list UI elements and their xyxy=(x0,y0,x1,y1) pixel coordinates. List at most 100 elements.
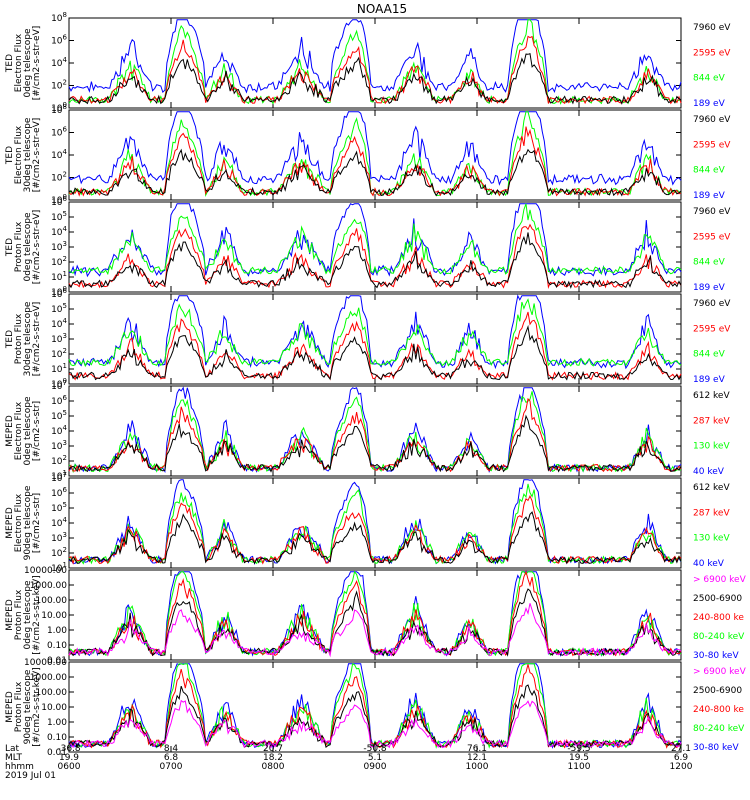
y-axis-label-line: Proton Flux xyxy=(14,589,24,640)
series-trace xyxy=(68,663,682,749)
series-trace xyxy=(68,203,682,278)
legend-entry: 844 eV xyxy=(693,74,726,84)
y-axis-label-line: 90deg telescope xyxy=(23,669,33,744)
y-axis-label-line: 30deg telescope xyxy=(23,301,33,376)
y-axis-label-line: Proton Flux xyxy=(14,313,24,364)
series-trace xyxy=(68,111,682,197)
footer-hhmm-value: 1200 xyxy=(670,762,693,772)
y-axis-label-line: 30deg telescope xyxy=(23,117,33,192)
y-tick-label: 105 xyxy=(51,302,67,315)
y-tick-label: 1000.00 xyxy=(30,581,67,591)
legend-entry: 240-800 ke xyxy=(693,705,744,715)
footer-lat-value: -36.8 xyxy=(57,744,81,754)
y-tick-label: 103 xyxy=(51,439,67,452)
y-tick-label: 0.01 xyxy=(47,656,67,666)
footer-mlt-value: 19.5 xyxy=(569,753,589,763)
legend-entry: 30-80 keV xyxy=(693,743,739,753)
panel-frame xyxy=(68,17,682,109)
y-axis-label-line: 0deg telescope xyxy=(23,28,33,98)
y-tick-label: 102 xyxy=(51,347,67,360)
y-axis-label-line: [#/cm2-s-str] xyxy=(32,493,42,553)
footer-mlt-value: 12.1 xyxy=(467,753,487,763)
legend-entry: 2595 eV xyxy=(693,324,731,334)
y-tick-label: 1.00 xyxy=(47,718,67,728)
y-tick-label: 103 xyxy=(51,531,67,544)
legend-entry: 2500-6900 xyxy=(693,686,742,696)
series-trace xyxy=(68,664,682,749)
series-trace xyxy=(68,414,682,473)
y-tick-label: 106 xyxy=(51,34,67,47)
y-axis-label-line: 0deg telescope xyxy=(23,212,33,282)
legend-entry: 2595 eV xyxy=(693,140,731,150)
legend-entry: 612 keV xyxy=(693,483,730,493)
legend-entry: 30-80 keV xyxy=(693,651,739,661)
panel-frame xyxy=(68,109,682,201)
y-tick-label: 103 xyxy=(51,240,67,253)
legend-entry: 7960 eV xyxy=(693,299,731,309)
legend-entry: > 6900 keV xyxy=(693,667,747,677)
footer-hhmm-value: 1100 xyxy=(568,762,591,772)
y-tick-label: 103 xyxy=(51,332,67,345)
series-trace xyxy=(68,126,682,197)
y-axis-label-line: [#/cm2-s-str-keV] xyxy=(32,575,42,654)
y-axis-label-line: MEPED xyxy=(5,599,15,631)
y-axis-label-line: [#/cm2-s-str-keV] xyxy=(32,667,42,746)
footer-row-label: 2019 Jul 01 xyxy=(5,771,56,781)
footer-hhmm-value: 0900 xyxy=(364,762,387,772)
series-trace xyxy=(68,19,681,105)
legend-entry: 80-240 keV xyxy=(693,724,745,734)
series-trace xyxy=(68,479,682,566)
y-tick-label: 105 xyxy=(51,501,67,514)
footer-lat-value: 8.4 xyxy=(164,744,179,754)
legend-entry: 130 keV xyxy=(693,442,730,452)
footer-mlt-value: 19.9 xyxy=(59,753,79,763)
y-axis-label-line: TED xyxy=(5,330,15,349)
y-tick-label: 104 xyxy=(51,317,67,330)
legend-entry: 240-800 ke xyxy=(693,613,744,623)
panel-frame xyxy=(68,661,682,753)
footer-hhmm-value: 1000 xyxy=(466,762,489,772)
figure-title: NOAA15 xyxy=(357,2,407,16)
legend-entry: 130 keV xyxy=(693,534,730,544)
y-axis-label-line: Proton Flux xyxy=(14,221,24,272)
y-tick-label: 106 xyxy=(51,486,67,499)
y-axis-label-line: [#/cm2-s-str-eV] xyxy=(32,26,42,101)
series-trace xyxy=(68,570,682,657)
y-tick-label: 102 xyxy=(51,546,67,559)
footer-mlt-value: 6.8 xyxy=(164,753,179,763)
panel-frame xyxy=(68,385,682,477)
legend-entry: 40 keV xyxy=(693,467,725,477)
footer-hhmm-value: 0800 xyxy=(262,762,285,772)
y-axis-label-line: TED xyxy=(5,238,15,257)
footer-mlt-value: 5.1 xyxy=(368,753,382,763)
legend-entry: 2595 eV xyxy=(693,48,731,58)
y-tick-label: 104 xyxy=(51,148,67,161)
legend-entry: 189 eV xyxy=(693,283,726,293)
series-trace xyxy=(68,699,682,749)
footer-lat-value: 76.1 xyxy=(467,744,487,754)
footer-lat-value: 20.7 xyxy=(263,744,283,754)
series-trace xyxy=(68,570,682,657)
y-tick-label: 0.01 xyxy=(47,748,67,758)
legend-entry: 189 eV xyxy=(693,99,726,109)
legend-entry: 7960 eV xyxy=(693,207,731,217)
y-axis-label-line: MEPED xyxy=(5,691,15,723)
panel-frame xyxy=(68,201,682,293)
panel-frame xyxy=(68,293,682,385)
y-tick-label: 104 xyxy=(51,56,67,69)
legend-entry: 844 eV xyxy=(693,166,726,176)
y-axis-label-line: TED xyxy=(5,54,15,73)
series-trace xyxy=(68,298,682,368)
y-axis-label-line: 0deg telescope xyxy=(23,396,33,466)
series-trace xyxy=(68,203,682,276)
footer-mlt-value: 18.2 xyxy=(263,753,283,763)
y-axis-label-line: [#/cm2-s-str-eV] xyxy=(32,302,42,377)
series-trace xyxy=(68,111,682,186)
